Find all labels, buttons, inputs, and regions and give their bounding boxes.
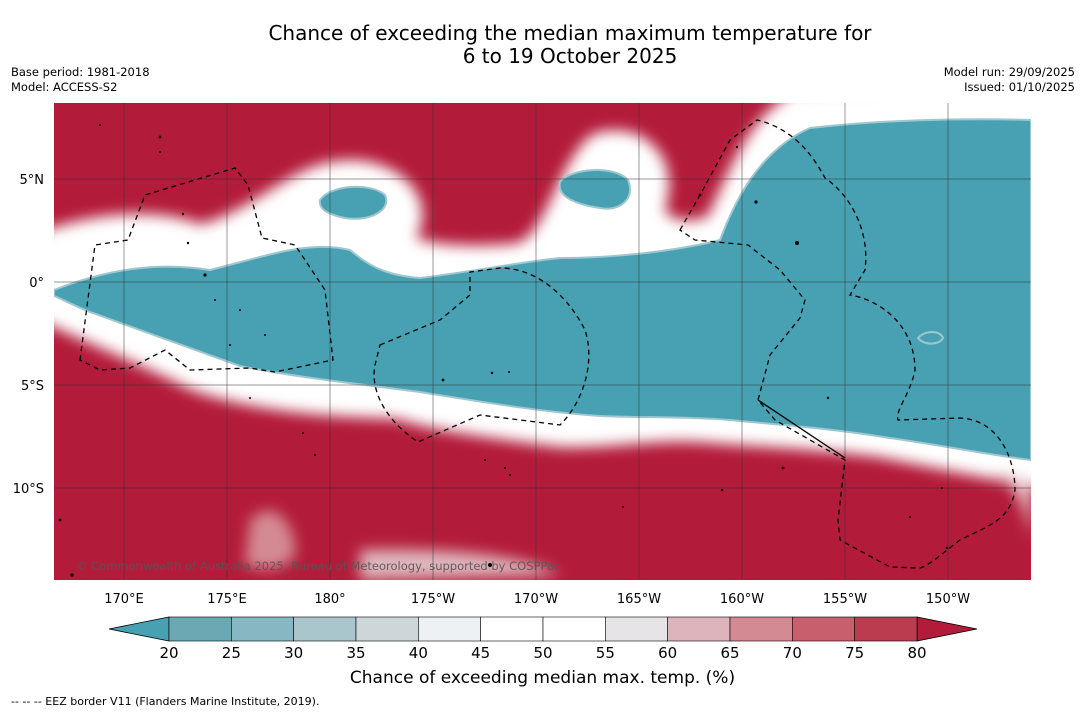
colorbar-tick-label: 50 — [533, 644, 553, 662]
model-run: Model run: 29/09/2025 — [943, 65, 1075, 79]
title-line-1: Chance of exceeding the median maximum t… — [268, 21, 872, 45]
lon-label-175w: 175°W — [411, 592, 455, 607]
eez-borders — [79, 119, 1016, 569]
colorbar-segment — [542, 616, 606, 642]
lon-label-165w: 165°W — [617, 592, 661, 607]
lon-label-180: 180° — [314, 592, 345, 607]
colorbar-tick-label: 55 — [595, 644, 615, 662]
colorbar-segment — [605, 616, 668, 642]
longitude-labels: 170°E 175°E 180° 175°W 170°W 165°W 160°W… — [104, 592, 970, 607]
eez-solid-segment — [757, 399, 846, 459]
below-median-blob-north — [318, 185, 388, 220]
lat-label-5s: 5°S — [21, 379, 44, 394]
colorbar-tick-label: 25 — [221, 644, 241, 662]
colorbar-tick-label: 30 — [284, 644, 304, 662]
chart-title: Chance of exceeding the median maximum t… — [0, 22, 1085, 68]
graticule — [54, 103, 1031, 580]
title-line-2: 6 to 19 October 2025 — [462, 44, 678, 68]
colorbar-segment — [168, 616, 232, 642]
islands — [58, 124, 949, 577]
lat-label-0: 0° — [29, 276, 44, 291]
lon-label-170w: 170°W — [514, 592, 558, 607]
colorbar-tick-label: 20 — [159, 644, 179, 662]
colorbar — [108, 616, 978, 642]
colorbar-segment — [418, 616, 481, 642]
colorbar-segment — [792, 616, 855, 642]
colorbar-segment — [231, 616, 294, 642]
colorbar-segment — [480, 616, 544, 642]
below-median-blob-south — [916, 331, 945, 345]
lon-label-170e: 170°E — [104, 592, 144, 607]
lat-label-5n: 5°N — [20, 173, 45, 188]
lon-label-150w: 150°W — [926, 592, 970, 607]
colorbar-tick-label: 75 — [845, 644, 865, 662]
colorbar-tick-label: 65 — [720, 644, 740, 662]
colorbar-tick-label: 35 — [346, 644, 366, 662]
colorbar-title: Chance of exceeding median max. temp. (%… — [349, 668, 736, 688]
colorbar-tick-label: 60 — [658, 644, 678, 662]
colorbar-segment — [854, 616, 918, 642]
lon-label-175e: 175°E — [207, 592, 247, 607]
meta-left: Base period: 1981-2018 Model: ACCESS-S2 — [11, 65, 150, 95]
lat-label-10s: 10°S — [13, 482, 44, 497]
colorbar-low-extend — [108, 616, 170, 642]
colorbar-tick-label: 40 — [408, 644, 428, 662]
colorbar-tick-label: 70 — [782, 644, 802, 662]
lon-label-155w: 155°W — [823, 592, 867, 607]
below-median-blob-northeast — [558, 169, 631, 210]
copyright-text: © Commonwealth of Australia 2025, Bureau… — [76, 559, 560, 573]
colorbar-segment — [729, 616, 793, 642]
eez-footnote: -- -- -- EEZ border V11 (Flanders Marine… — [11, 695, 320, 708]
base-period: Base period: 1981-2018 — [11, 65, 150, 79]
colorbar-tick-label: 45 — [471, 644, 491, 662]
model-name: Model: ACCESS-S2 — [11, 80, 118, 94]
latitude-labels: 5°N 0° 5°S 10°S — [13, 173, 44, 497]
lon-label-160w: 160°W — [720, 592, 764, 607]
colorbar-segment — [667, 616, 731, 642]
map-area: © Commonwealth of Australia 2025, Bureau… — [54, 103, 1031, 580]
issued-date: Issued: 01/10/2025 — [964, 80, 1075, 94]
colorbar-segment — [355, 616, 419, 642]
colorbar-tick-label: 80 — [907, 644, 927, 662]
colorbar-high-extend — [916, 616, 978, 642]
colorbar-segment — [293, 616, 357, 642]
meta-right: Model run: 29/09/2025 Issued: 01/10/2025 — [944, 65, 1075, 95]
